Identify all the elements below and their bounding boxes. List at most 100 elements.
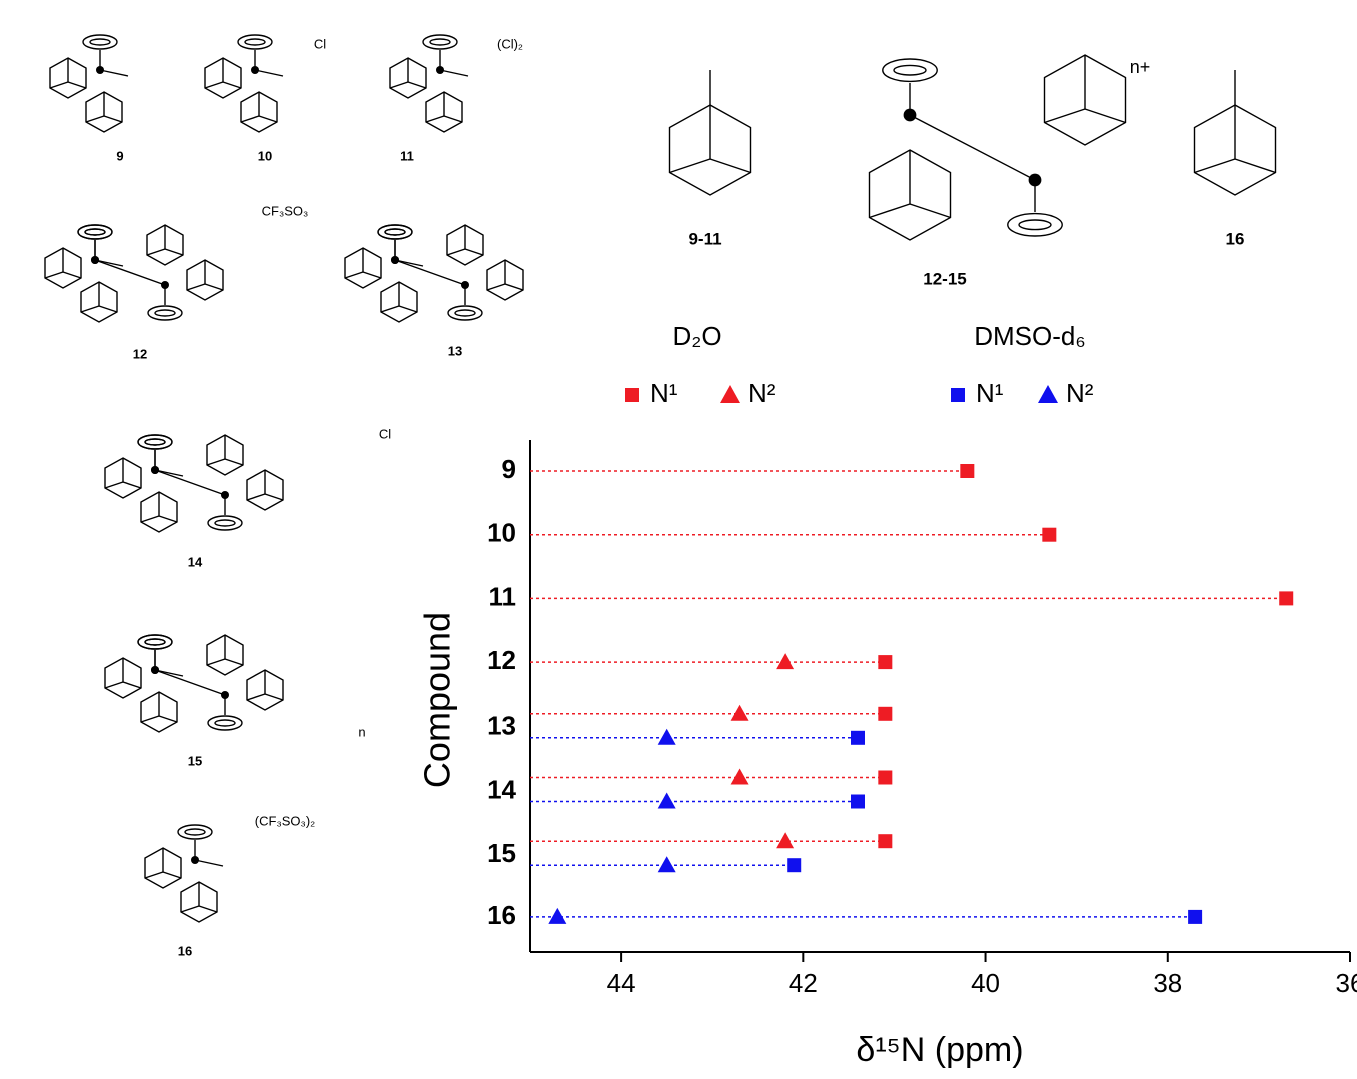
x-tick-label: 42 — [789, 968, 818, 998]
cyclopentadienyl — [83, 35, 117, 49]
y-tick-label: 11 — [489, 581, 517, 611]
cage-bond — [181, 906, 199, 912]
cyclopentadienyl-inner — [215, 520, 235, 526]
cyclopentadienyl — [238, 35, 272, 49]
triangle-marker — [658, 729, 676, 745]
legend-label: N¹ — [976, 378, 1004, 408]
bond — [100, 70, 128, 76]
y-tick-label: 13 — [487, 711, 516, 741]
triangle-marker — [731, 705, 749, 721]
legend-marker — [1038, 385, 1058, 403]
cage-bond — [81, 306, 99, 312]
cyclopentadienyl-inner — [430, 39, 450, 45]
charge: n+ — [1130, 57, 1151, 77]
triangle-marker — [776, 832, 794, 848]
cage-bond — [141, 516, 159, 522]
triangle-marker — [658, 793, 676, 809]
y-tick-label: 15 — [487, 838, 516, 868]
cage-bond — [86, 116, 104, 122]
cage-bond — [247, 694, 265, 700]
square-marker — [1279, 591, 1293, 605]
cyclopentadienyl — [138, 435, 172, 449]
cage-bond — [408, 82, 426, 88]
cyanide-bond — [155, 470, 225, 495]
compound-label: 10 — [258, 148, 272, 163]
legend-label: N² — [1066, 378, 1094, 408]
cage-bond — [444, 116, 462, 122]
cyclopentadienyl-inner — [90, 39, 110, 45]
cage-bond — [1085, 109, 1126, 123]
cage-bond — [363, 272, 381, 278]
cage-bond — [390, 82, 408, 88]
cage-bond — [345, 272, 363, 278]
cyclopentadienyl — [1008, 214, 1062, 236]
cyclopentadienyl — [378, 225, 412, 239]
cage-bond — [104, 116, 122, 122]
x-axis-label: δ¹⁵N (ppm) — [856, 1031, 1023, 1069]
cage-bond — [207, 459, 225, 465]
legend-marker — [625, 388, 639, 402]
cyclopentadienyl — [208, 516, 242, 530]
x-tick-label: 40 — [971, 968, 1000, 998]
counterion: Cl — [379, 426, 391, 441]
cage-bond — [710, 159, 751, 173]
compound-label: 14 — [188, 554, 203, 569]
square-marker — [960, 464, 974, 478]
cage-bond — [505, 284, 523, 290]
counterion: Cl — [314, 36, 326, 51]
figure: Compound δ¹⁵N (ppm) 910Cl11(Cl)₂12CF₃SO₃… — [0, 0, 1357, 1074]
triangle-marker — [658, 856, 676, 872]
bond — [195, 860, 223, 866]
cage-bond — [147, 249, 165, 255]
cage-bond — [105, 482, 123, 488]
legend-label: N¹ — [650, 378, 678, 408]
cage-bond — [207, 659, 225, 665]
x-tick-label: 38 — [1153, 968, 1182, 998]
cage-bond — [225, 459, 243, 465]
cage-bond — [265, 694, 283, 700]
cage-bond — [163, 872, 181, 878]
metal-center — [221, 491, 229, 499]
counterion: n — [358, 724, 365, 739]
cage-bond — [1045, 109, 1086, 123]
legend-group-title: DMSO-d₆ — [974, 321, 1086, 351]
cage-bond — [259, 116, 277, 122]
cyclopentadienyl-inner — [185, 829, 205, 835]
cage-bond — [145, 872, 163, 878]
cage-bond — [670, 159, 711, 173]
cyclopentadienyl-inner — [455, 310, 475, 316]
fragment-label: 12-15 — [923, 269, 966, 288]
cage-bond — [870, 204, 911, 218]
cyanide-bond — [395, 260, 465, 285]
cyclopentadienyl-inner — [85, 229, 105, 235]
cage-bond — [205, 82, 223, 88]
compound-label: 15 — [188, 753, 202, 768]
cyclopentadienyl-inner — [894, 65, 926, 75]
cyclopentadienyl — [423, 35, 457, 49]
cage-bond — [399, 306, 417, 312]
cyanide-bond — [155, 670, 225, 695]
square-marker — [878, 771, 892, 785]
cage-bond — [487, 284, 505, 290]
cage-bond — [50, 82, 68, 88]
cyclopentadienyl — [178, 825, 212, 839]
cage-bond — [223, 82, 241, 88]
metal-center — [221, 691, 229, 699]
legend-group-title: D₂O — [672, 321, 721, 351]
cage-bond — [187, 284, 205, 290]
legend-marker — [720, 385, 740, 403]
cage-bond — [45, 272, 63, 278]
fragment-label: 16 — [1226, 229, 1245, 248]
square-marker — [1042, 528, 1056, 542]
triangle-marker — [776, 653, 794, 669]
y-tick-label: 16 — [487, 900, 516, 930]
cage-bond — [447, 249, 465, 255]
metal-center — [161, 281, 169, 289]
bond — [440, 70, 468, 76]
compound-label: 9 — [116, 148, 123, 163]
square-marker — [878, 834, 892, 848]
x-tick-label: 44 — [607, 968, 636, 998]
square-marker — [878, 707, 892, 721]
cage-bond — [141, 716, 159, 722]
cage-bond — [205, 284, 223, 290]
